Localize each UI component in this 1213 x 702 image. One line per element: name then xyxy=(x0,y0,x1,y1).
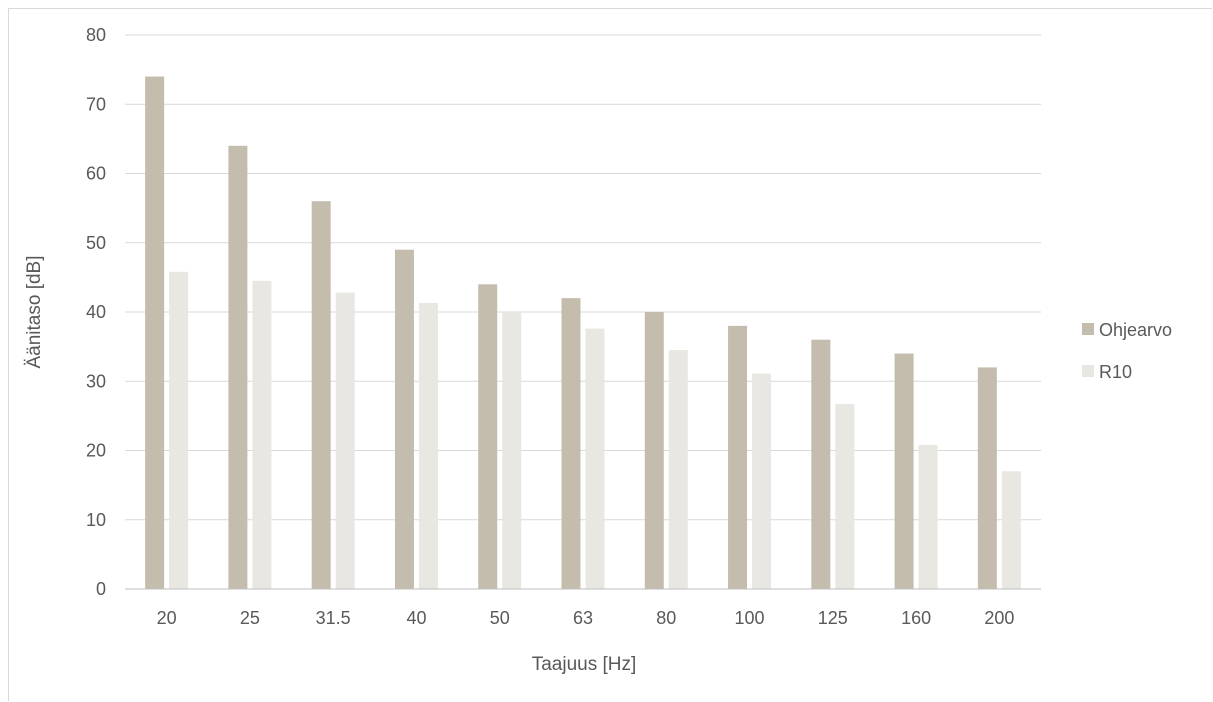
bar-r10-25 xyxy=(252,280,272,589)
bar-ohjearvo-80 xyxy=(644,312,664,589)
bar-ohjearvo-200 xyxy=(977,367,997,589)
bar-ohjearvo-50 xyxy=(478,284,498,589)
y-tick-label: 20 xyxy=(86,441,106,461)
bar-r10-100 xyxy=(752,373,772,589)
y-tick-label: 80 xyxy=(86,25,106,45)
x-tick-label: 125 xyxy=(818,608,848,628)
y-tick-label: 30 xyxy=(86,371,106,391)
y-tick-label: 50 xyxy=(86,233,106,253)
bar-ohjearvo-31.5 xyxy=(311,201,331,589)
y-tick-label: 10 xyxy=(86,510,106,530)
x-tick-label: 80 xyxy=(656,608,676,628)
x-tick-label: 20 xyxy=(157,608,177,628)
x-tick-label: 25 xyxy=(240,608,260,628)
bar-r10-50 xyxy=(502,312,522,589)
y-tick-label: 70 xyxy=(86,94,106,114)
grid-layer xyxy=(125,34,1041,521)
bar-r10-40 xyxy=(418,302,438,589)
x-tick-label: 63 xyxy=(573,608,593,628)
legend-label-ohjearvo: Ohjearvo xyxy=(1099,320,1172,340)
bar-r10-125 xyxy=(835,404,855,589)
bar-layer xyxy=(145,76,1021,590)
bar-ohjearvo-125 xyxy=(811,339,831,589)
bar-ohjearvo-40 xyxy=(394,249,414,590)
y-axis-title: Äänitaso [dB] xyxy=(24,255,45,368)
bar-r10-80 xyxy=(668,350,688,589)
y-tick-label: 0 xyxy=(96,579,106,599)
y-tick-label: 40 xyxy=(86,302,106,322)
x-tick-label: 160 xyxy=(901,608,931,628)
axis-layer: 0 10 20 30 40 50 60 70 80 20 25 31.5 40 50 63 80 100 125 1… xyxy=(86,25,1041,628)
chart-border xyxy=(8,8,1212,701)
bar-r10-63 xyxy=(585,328,605,589)
bar-r10-200 xyxy=(1001,471,1021,589)
x-tick-label: 31.5 xyxy=(316,608,351,628)
x-tick-label: 100 xyxy=(735,608,765,628)
bar-ohjearvo-20 xyxy=(145,76,165,590)
legend-swatch-r10 xyxy=(1082,365,1094,377)
x-tick-label: 200 xyxy=(984,608,1014,628)
bar-r10-20 xyxy=(169,271,189,589)
bar-ohjearvo-160 xyxy=(894,353,914,589)
legend-label-r10: R10 xyxy=(1099,362,1132,382)
bar-r10-160 xyxy=(918,444,938,589)
x-tick-label: 40 xyxy=(406,608,426,628)
bar-ohjearvo-100 xyxy=(728,325,748,589)
bar-r10-31.5 xyxy=(335,292,355,589)
bar-ohjearvo-25 xyxy=(228,145,248,590)
bar-ohjearvo-63 xyxy=(561,298,581,589)
y-tick-label: 60 xyxy=(86,164,106,184)
legend: Ohjearvo R10 xyxy=(1082,320,1172,382)
legend-swatch-ohjearvo xyxy=(1082,323,1094,335)
x-axis-title: Taajuus [Hz] xyxy=(532,654,637,675)
x-tick-label: 50 xyxy=(490,608,510,628)
